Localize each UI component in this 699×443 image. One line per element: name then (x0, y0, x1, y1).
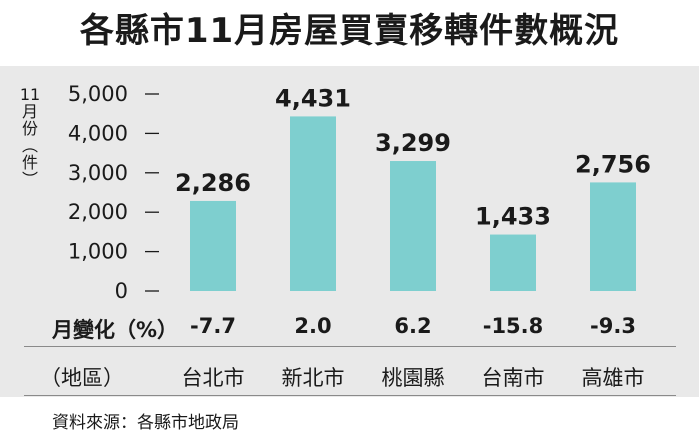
y-axis-label-char: ︶ (21, 170, 38, 189)
region-label: 新北市 (281, 366, 345, 390)
y-tick-label: 0 (115, 279, 128, 303)
monthly-change-value: 2.0 (294, 314, 332, 338)
monthly-change-row-label: 月變化（%） (52, 318, 179, 342)
chart-title: 各縣市11月房屋買賣移轉件數概況 (79, 11, 620, 51)
footer-divider (24, 395, 676, 396)
y-tick-label: 2,000 (68, 200, 128, 224)
bar-value-label: 1,433 (475, 203, 551, 231)
monthly-change-value: -7.7 (190, 314, 236, 338)
region-label: 台北市 (181, 366, 245, 390)
region-label: 桃園縣 (381, 366, 445, 390)
monthly-change-value: 6.2 (394, 314, 432, 338)
bar (290, 116, 336, 291)
y-axis-label-char: ︵ (21, 136, 38, 155)
region-row-label: （地區） (40, 366, 124, 390)
bar (490, 234, 536, 291)
bar-value-label: 4,431 (275, 84, 351, 112)
y-axis-label-char: 11 (19, 85, 41, 104)
bar-value-label: 2,756 (575, 150, 651, 178)
bar-value-label: 2,286 (175, 169, 251, 197)
y-tick-label: 1,000 (68, 240, 128, 264)
y-tick-label: 3,000 (68, 161, 128, 185)
chart-panel (0, 66, 699, 397)
y-axis-label-char: 件 (21, 153, 38, 172)
y-axis-label: 11 月份 ︵ 件 ︶ (18, 86, 42, 188)
monthly-change-value: -9.3 (590, 314, 636, 338)
bar (390, 161, 436, 291)
bar (190, 200, 236, 291)
y-axis-label-char: 份 (21, 119, 38, 138)
y-tick-label: 5,000 (68, 82, 128, 106)
region-label: 台南市 (481, 366, 545, 390)
y-tick-label: 4,000 (68, 121, 128, 145)
monthly-change-value: -15.8 (482, 314, 544, 338)
region-label: 高雄市 (581, 366, 645, 390)
row-divider (24, 346, 676, 347)
y-axis-label-char: 月 (21, 102, 38, 121)
source-note: 資料來源：各縣市地政局 (52, 413, 239, 433)
bar (590, 182, 636, 291)
bar-value-label: 3,299 (375, 129, 451, 157)
